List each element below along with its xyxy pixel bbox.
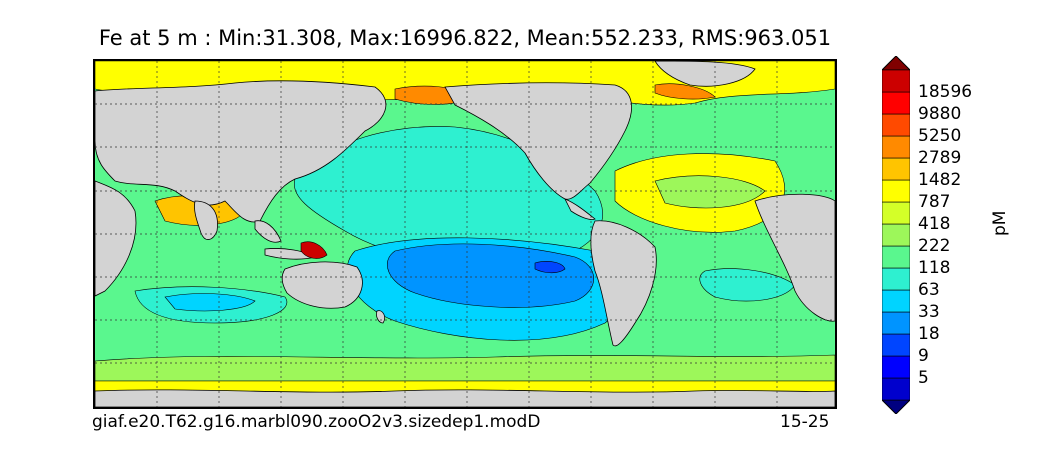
colorbar-extend-min <box>882 399 910 414</box>
colorbar-segment <box>882 333 910 357</box>
antarctica <box>95 389 835 407</box>
colorbar-extend-max <box>882 56 910 71</box>
colorbar-tick-label: 5 <box>918 368 929 388</box>
colorbar-tick-label: 18596 <box>918 82 973 102</box>
colorbar-segment <box>882 355 910 379</box>
colorbar-segment <box>882 289 910 313</box>
central-america <box>564 198 596 220</box>
north-atlantic-mid <box>654 175 766 209</box>
colorbar-tick-label: 2789 <box>918 148 962 168</box>
plot-title: Fe at 5 m : Min:31.308, Max:16996.822, M… <box>98 26 832 50</box>
india <box>194 200 218 240</box>
case-name-label: giaf.e20.T62.g16.marbl090.zooO2v3.sizede… <box>92 412 541 432</box>
south-america <box>590 220 657 347</box>
africa-east <box>95 180 137 297</box>
colorbar-segment <box>882 113 910 137</box>
colorbar-segment <box>882 91 910 115</box>
new-guinea-max-fe <box>300 241 328 259</box>
colorbar-segment <box>882 311 910 335</box>
colorbar-tick-label: 9 <box>918 346 929 366</box>
colorbar-segment <box>882 201 910 225</box>
land-masses <box>95 61 835 407</box>
colorbar-tick-label: 9880 <box>918 104 962 124</box>
colorbar-segment <box>882 69 910 93</box>
colorbar-tick-label: 222 <box>918 236 951 256</box>
colorbar-tick-label: 1482 <box>918 170 962 190</box>
colorbar-tick-label: 5250 <box>918 126 962 146</box>
colorbar-segment <box>882 179 910 203</box>
units-label: pM <box>990 210 1010 236</box>
australia <box>281 261 363 309</box>
colorbar-tick-label: 33 <box>918 302 940 322</box>
southern-ocean-band <box>95 354 835 382</box>
colorbar-tick-label: 18 <box>918 324 940 344</box>
colorbar-segment <box>882 157 910 181</box>
colorbar <box>882 56 910 414</box>
eurasia <box>95 80 387 223</box>
pacific-core-18 <box>534 261 566 274</box>
new-zealand <box>376 310 385 324</box>
north-america <box>444 82 632 200</box>
colorbar-tick-label: 418 <box>918 214 951 234</box>
indian-ocean-core <box>164 293 256 312</box>
africa-west <box>754 193 835 322</box>
colorbar-tick-label: 787 <box>918 192 951 212</box>
greenland <box>654 61 756 87</box>
colorbar-tick-label: 118 <box>918 258 951 278</box>
map-gridlines <box>95 61 835 407</box>
colorbar-tick-label: 63 <box>918 280 940 300</box>
pacific-core-33 <box>386 243 594 308</box>
colorbar-segment <box>882 135 910 159</box>
colorbar-segment <box>882 377 910 401</box>
colorbar-segment <box>882 223 910 247</box>
fe-map <box>93 59 837 409</box>
year-range-label: 15-25 <box>780 412 830 432</box>
colorbar-segment <box>882 267 910 291</box>
colorbar-segment <box>882 245 910 269</box>
